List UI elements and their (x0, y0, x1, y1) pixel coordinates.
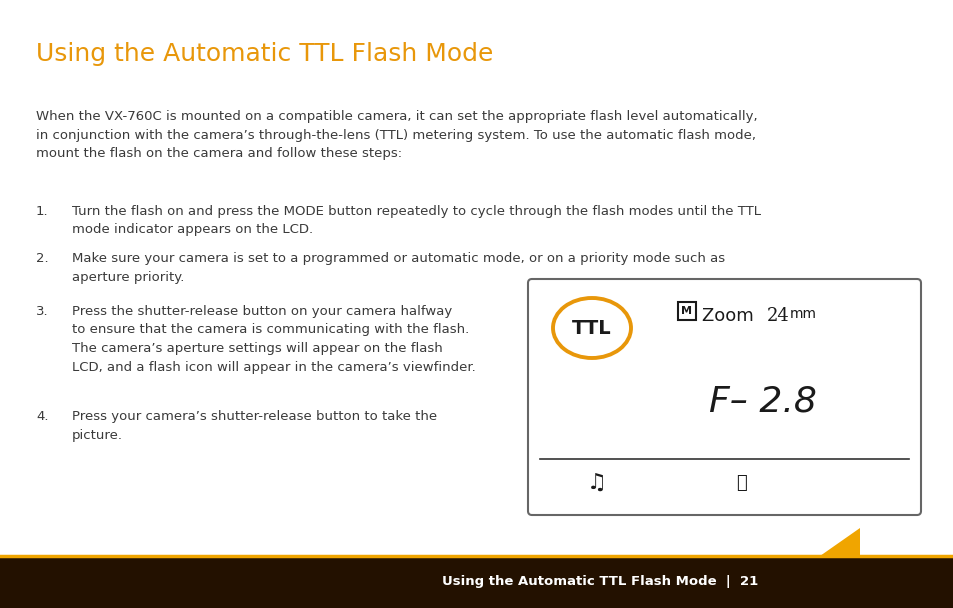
Text: 📷: 📷 (736, 474, 746, 492)
Text: Make sure your camera is set to a programmed or automatic mode, or on a priority: Make sure your camera is set to a progra… (71, 252, 724, 283)
FancyBboxPatch shape (527, 279, 920, 515)
Text: M: M (680, 306, 692, 316)
Text: Turn the flash on and press the MODE button repeatedly to cycle through the flas: Turn the flash on and press the MODE but… (71, 205, 760, 237)
Ellipse shape (553, 298, 630, 358)
Text: mm: mm (789, 307, 816, 321)
Text: TTL: TTL (572, 319, 611, 337)
Text: 4.: 4. (36, 410, 49, 423)
Text: Using the Automatic TTL Flash Mode  |  21: Using the Automatic TTL Flash Mode | 21 (441, 576, 758, 589)
Text: Using the Automatic TTL Flash Mode: Using the Automatic TTL Flash Mode (36, 42, 493, 66)
Text: Press your camera’s shutter-release button to take the
picture.: Press your camera’s shutter-release butt… (71, 410, 436, 441)
Text: 24: 24 (766, 307, 789, 325)
Text: ♫: ♫ (586, 473, 606, 493)
Text: F– 2.8: F– 2.8 (708, 385, 816, 418)
Text: When the VX-760C is mounted on a compatible camera, it can set the appropriate f: When the VX-760C is mounted on a compati… (36, 110, 757, 160)
Text: Press the shutter-release button on your camera halfway
to ensure that the camer: Press the shutter-release button on your… (71, 305, 476, 373)
Bar (0, 556, 953, 608)
Text: 2.: 2. (36, 252, 49, 265)
Text: Zoom: Zoom (701, 307, 759, 325)
Text: 3.: 3. (36, 305, 49, 318)
Polygon shape (820, 528, 859, 556)
Text: 1.: 1. (36, 205, 49, 218)
FancyBboxPatch shape (678, 302, 696, 320)
